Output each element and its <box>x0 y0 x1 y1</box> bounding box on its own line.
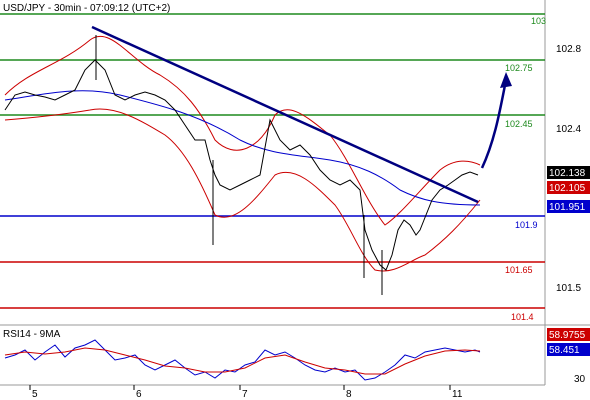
downtrend-line <box>91 25 479 204</box>
price-series <box>4 59 479 271</box>
rsi-ma-line <box>4 347 481 375</box>
moving-average <box>4 90 481 206</box>
chart-title: USD/JPY - 30min - 07:09:12 (UTC+2) <box>3 3 170 14</box>
x-tick-label: 8 <box>346 389 352 400</box>
rsi-ma-tag-label: 58.9755 <box>549 330 586 341</box>
level-label-101-4: 101.4 <box>511 312 534 322</box>
upper-band <box>4 35 481 226</box>
arrow-head <box>500 72 512 88</box>
y-tick-102-4: 102.4 <box>556 124 581 135</box>
price-tag-upper-label: 102.105 <box>549 183 586 194</box>
level-label-101-9: 101.9 <box>515 220 538 230</box>
rsi-ma-tag <box>547 328 590 341</box>
y-tick-101-5: 101.5 <box>556 283 581 294</box>
rsi-line <box>4 339 481 381</box>
x-tick-label: 7 <box>242 389 248 400</box>
rsi-tag <box>547 343 590 356</box>
lower-band <box>4 108 481 272</box>
level-label-101-65: 101.65 <box>505 265 533 275</box>
price-tag-ma-label: 101.951 <box>549 202 586 213</box>
rsi-tick-30: 30 <box>574 374 586 385</box>
price-tag-last-label: 102.138 <box>549 168 586 179</box>
price-tag-last <box>547 166 590 179</box>
projection-arrow <box>480 79 508 169</box>
x-tick-label: 11 <box>452 389 463 400</box>
x-tick-label: 5 <box>32 389 38 400</box>
price-tag-upper <box>547 181 590 194</box>
level-label-102-45: 102.45 <box>505 119 533 129</box>
x-tick-label: 6 <box>136 389 142 400</box>
level-label-103: 103 <box>531 16 546 26</box>
y-tick-102-8: 102.8 <box>556 44 581 55</box>
level-label-102-75: 102.75 <box>505 63 533 73</box>
rsi-title: RSI14 - 9MA <box>3 329 61 340</box>
price-tag-ma <box>547 200 590 213</box>
rsi-tag-label: 58.451 <box>549 345 580 356</box>
